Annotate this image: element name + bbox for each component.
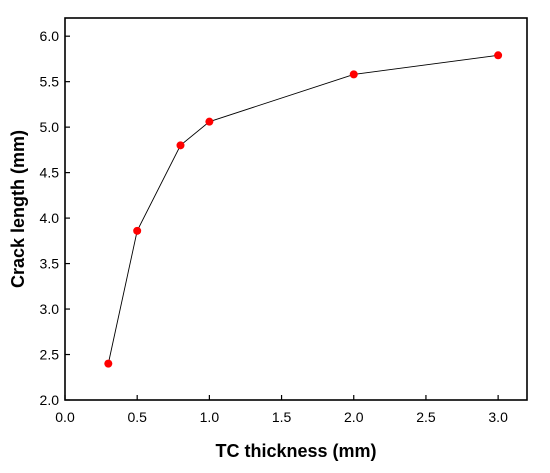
x-tick-label: 1.5 (272, 409, 292, 425)
data-point (494, 51, 503, 60)
x-tick-label: 1.0 (200, 409, 220, 425)
y-tick-label: 5.5 (40, 74, 60, 90)
y-tick-label: 6.0 (40, 28, 60, 44)
x-axis-title: TC thickness (mm) (215, 441, 376, 461)
data-point (133, 226, 142, 235)
y-tick-label: 2.0 (40, 392, 60, 408)
y-tick-label: 3.0 (40, 301, 60, 317)
x-tick-label: 2.0 (344, 409, 364, 425)
data-point (176, 141, 185, 150)
y-tick-label: 5.0 (40, 119, 60, 135)
x-tick-label: 0.0 (55, 409, 75, 425)
y-tick-label: 4.5 (40, 165, 60, 181)
y-tick-label: 3.5 (40, 256, 60, 272)
x-tick-label: 2.5 (416, 409, 436, 425)
data-point (349, 70, 358, 79)
y-axis-title: Crack length (mm) (8, 130, 28, 288)
data-series (104, 51, 503, 368)
plot-frame (64, 17, 528, 401)
data-point (205, 117, 214, 126)
y-tick-label: 2.5 (40, 347, 60, 363)
x-tick-label: 3.0 (488, 409, 508, 425)
series-line (107, 54, 499, 364)
x-axis-ticks: 0.0 0.5 1.0 1.5 2.0 2.5 3.0 (55, 395, 508, 425)
data-point (104, 359, 113, 368)
y-tick-label: 4.0 (40, 210, 60, 226)
x-tick-label: 0.5 (127, 409, 147, 425)
y-axis-ticks: 2.0 2.5 3.0 3.5 4.0 4.5 5.0 5.5 6.0 (40, 28, 70, 408)
